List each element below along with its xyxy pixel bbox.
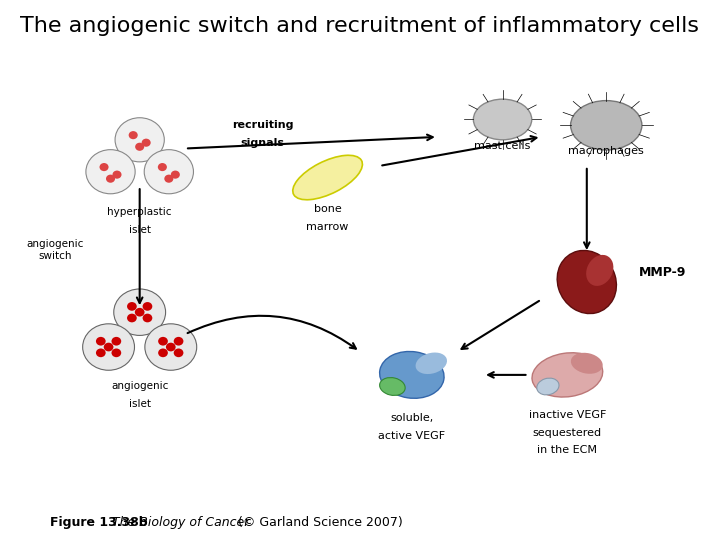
Circle shape xyxy=(106,174,115,183)
Text: (© Garland Science 2007): (© Garland Science 2007) xyxy=(234,516,402,529)
Circle shape xyxy=(174,337,184,346)
Circle shape xyxy=(144,150,194,194)
Ellipse shape xyxy=(379,352,444,399)
Ellipse shape xyxy=(532,353,603,397)
Circle shape xyxy=(158,348,168,357)
Circle shape xyxy=(96,337,106,346)
Text: Figure 13.38b: Figure 13.38b xyxy=(50,516,148,529)
Circle shape xyxy=(86,150,135,194)
Text: bone: bone xyxy=(314,204,341,214)
Circle shape xyxy=(143,314,153,322)
Text: in the ECM: in the ECM xyxy=(537,446,598,455)
Ellipse shape xyxy=(474,99,531,140)
Text: recruiting: recruiting xyxy=(232,120,294,130)
Circle shape xyxy=(112,171,122,179)
Ellipse shape xyxy=(293,156,362,200)
Text: The Biology of Cancer: The Biology of Cancer xyxy=(112,516,249,529)
Circle shape xyxy=(96,348,106,357)
Circle shape xyxy=(171,171,180,179)
Circle shape xyxy=(164,174,174,183)
Text: sequestered: sequestered xyxy=(533,428,602,438)
Text: islet: islet xyxy=(129,399,150,409)
Ellipse shape xyxy=(586,255,613,286)
Ellipse shape xyxy=(557,251,616,314)
Ellipse shape xyxy=(537,378,559,395)
Circle shape xyxy=(158,163,167,171)
Text: angiogenic
switch: angiogenic switch xyxy=(27,239,84,261)
Circle shape xyxy=(142,139,150,147)
Circle shape xyxy=(99,163,109,171)
Text: The angiogenic switch and recruitment of inflammatory cells: The angiogenic switch and recruitment of… xyxy=(20,16,700,36)
Circle shape xyxy=(166,343,176,352)
Ellipse shape xyxy=(415,353,447,374)
Text: MMP-9: MMP-9 xyxy=(639,266,686,279)
Circle shape xyxy=(114,289,166,335)
Circle shape xyxy=(83,324,135,370)
Text: hyperplastic: hyperplastic xyxy=(107,207,172,217)
Circle shape xyxy=(129,131,138,139)
Text: soluble,: soluble, xyxy=(390,413,433,423)
Text: inactive VEGF: inactive VEGF xyxy=(528,410,606,421)
Circle shape xyxy=(127,314,137,322)
Text: angiogenic: angiogenic xyxy=(111,381,168,391)
Ellipse shape xyxy=(379,377,405,395)
Circle shape xyxy=(158,337,168,346)
Circle shape xyxy=(104,343,114,352)
Circle shape xyxy=(145,324,197,370)
Text: signals: signals xyxy=(240,138,285,147)
Text: mast cells: mast cells xyxy=(474,140,531,151)
Text: marrow: marrow xyxy=(307,222,348,232)
Circle shape xyxy=(115,118,164,162)
Text: macrophages: macrophages xyxy=(568,146,644,156)
Ellipse shape xyxy=(571,100,642,150)
Text: islet: islet xyxy=(129,225,150,235)
Circle shape xyxy=(112,337,121,346)
Circle shape xyxy=(143,302,153,310)
Circle shape xyxy=(135,143,144,151)
Circle shape xyxy=(135,308,145,316)
Text: active VEGF: active VEGF xyxy=(378,431,446,441)
Circle shape xyxy=(112,348,121,357)
Circle shape xyxy=(174,348,184,357)
Ellipse shape xyxy=(571,353,603,374)
Circle shape xyxy=(127,302,137,310)
